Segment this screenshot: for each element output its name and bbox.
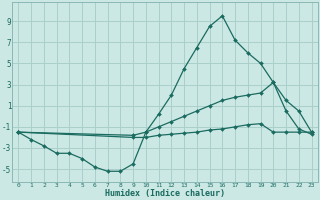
X-axis label: Humidex (Indice chaleur): Humidex (Indice chaleur) <box>105 189 225 198</box>
